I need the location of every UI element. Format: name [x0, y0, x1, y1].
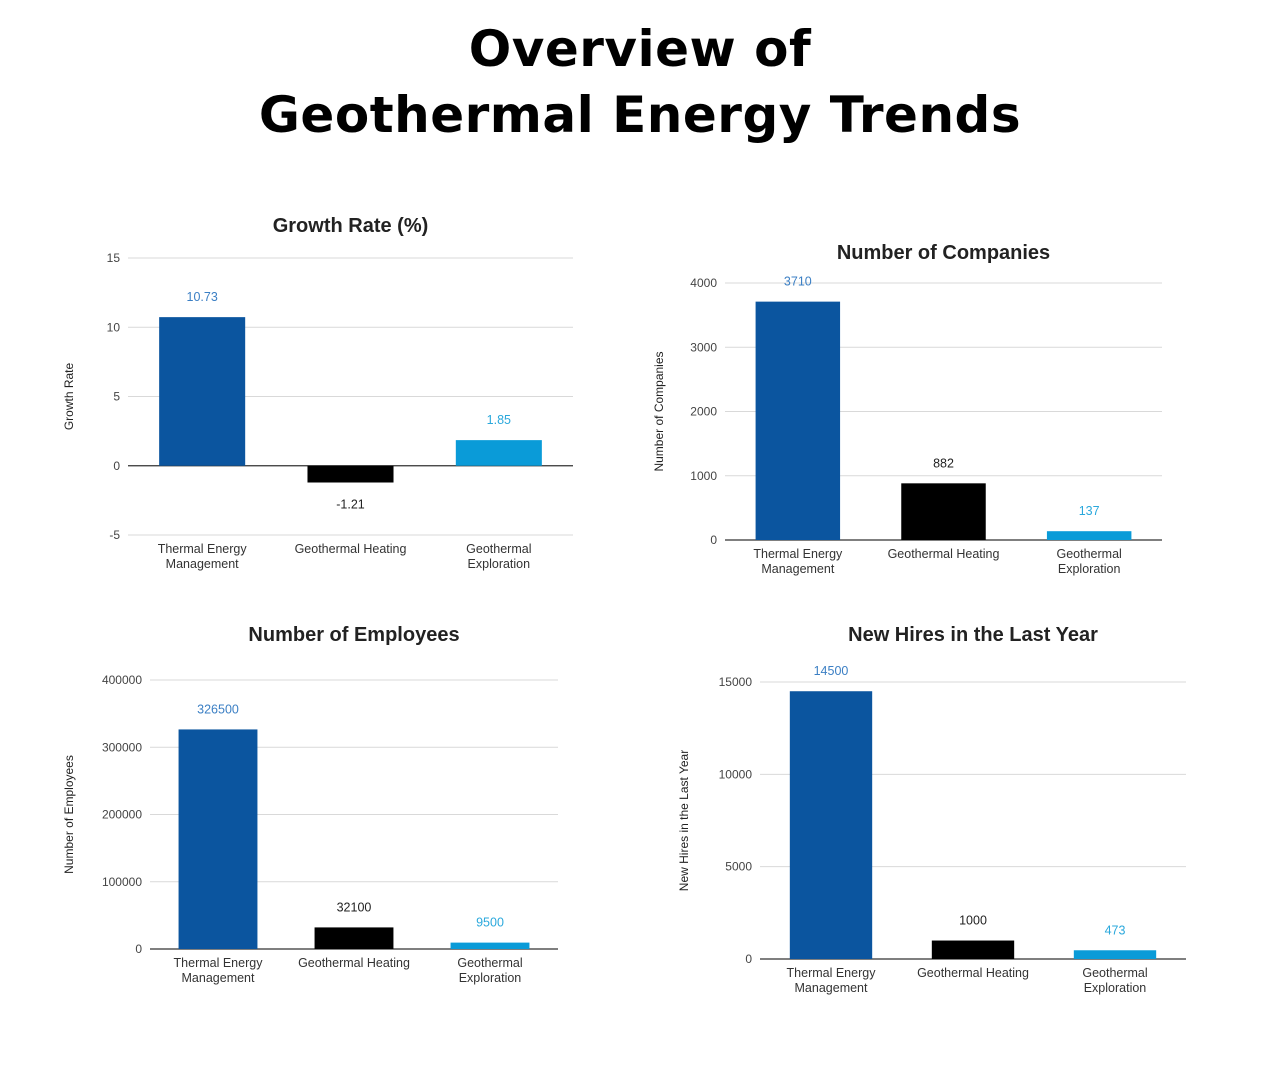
bar-geothermal-exploration	[450, 942, 530, 949]
category-label-thermal-energy-management: Thermal Energy Management	[787, 966, 877, 995]
data-label-geothermal-exploration: 137	[1079, 504, 1100, 518]
data-label-thermal-energy-management: 3710	[784, 275, 812, 289]
y-tick-label: -5	[109, 528, 120, 542]
bar-geothermal-heating	[314, 927, 394, 949]
y-tick-label: 0	[113, 459, 120, 473]
page-title-line-2: Geothermal Energy Trends	[258, 86, 1022, 144]
chart-title: Growth Rate (%)	[273, 215, 429, 237]
y-tick-label: 2000	[690, 405, 717, 419]
bar-geothermal-heating	[901, 483, 986, 540]
y-tick-label: 5000	[725, 860, 752, 874]
bar-thermal-energy-management	[755, 301, 841, 540]
chart-new-hires: New Hires in the Last Year New Hires in t…	[670, 610, 1210, 1010]
y-tick-label: 3000	[690, 340, 717, 354]
chart-title: Number of Employees	[248, 624, 459, 646]
category-label-geothermal-heating: Geothermal Heating	[295, 542, 407, 556]
chart-svg: Number of Employees Number of Employees 0 1…	[62, 624, 558, 985]
y-tick-label: 400000	[102, 673, 142, 687]
category-label-thermal-energy-management: Thermal Energy Management	[158, 542, 248, 571]
bar-thermal-energy-management	[789, 691, 873, 959]
data-label-geothermal-exploration: 1.85	[487, 413, 511, 427]
data-label-geothermal-heating: -1.21	[336, 498, 365, 512]
data-label-geothermal-exploration: 473	[1105, 923, 1126, 937]
y-tick-label: 100000	[102, 875, 142, 889]
y-tick-label: 0	[135, 942, 142, 956]
data-label-geothermal-heating: 32100	[337, 900, 372, 914]
chart-growth-rate: Growth Rate (%) Growth Rate -5 0 5 10 15 10.73 T…	[60, 200, 600, 590]
data-label-thermal-energy-management: 14500	[814, 664, 849, 678]
category-label-thermal-energy-management: Thermal Energy Management	[753, 547, 843, 576]
page-title-line-1: Overview of	[468, 20, 812, 78]
chart-number-of-companies: Number of Companies Number of Companies 0 1…	[650, 228, 1190, 588]
category-label-geothermal-exploration: Geothermal Exploration	[457, 956, 522, 985]
y-tick-label: 10000	[719, 767, 753, 781]
chart-svg: New Hires in the Last Year New Hires in t…	[677, 624, 1186, 995]
y-tick-label: 10	[107, 320, 121, 334]
chart-title: New Hires in the Last Year	[848, 624, 1098, 646]
bar-geothermal-exploration	[455, 440, 542, 466]
y-tick-label: 0	[710, 533, 717, 547]
category-label-geothermal-heating: Geothermal Heating	[298, 956, 410, 970]
category-label-geothermal-heating: Geothermal Heating	[888, 547, 1000, 561]
y-tick-label: 1000	[690, 469, 717, 483]
category-label-geothermal-exploration: Geothermal Exploration	[466, 542, 531, 571]
y-tick-label: 15000	[719, 675, 753, 689]
y-tick-label: 300000	[102, 740, 142, 754]
bar-geothermal-heating	[931, 940, 1015, 959]
y-tick-label: 5	[113, 390, 120, 404]
y-tick-label: 4000	[690, 276, 717, 290]
y-axis-label: Growth Rate	[62, 362, 76, 430]
category-label-geothermal-heating: Geothermal Heating	[917, 966, 1029, 980]
y-tick-label: 200000	[102, 808, 142, 822]
chart-svg: Number of Companies Number of Companies 0 1…	[652, 242, 1162, 576]
y-tick-label: 15	[107, 251, 121, 265]
y-axis-label: Number of Companies	[652, 351, 666, 471]
data-label-geothermal-heating: 1000	[959, 914, 987, 928]
y-axis-label: Number of Employees	[62, 755, 76, 874]
data-label-geothermal-exploration: 9500	[476, 916, 504, 930]
bar-geothermal-exploration	[1073, 950, 1157, 959]
y-axis-label: New Hires in the Last Year	[677, 750, 691, 891]
category-label-geothermal-exploration: Geothermal Exploration	[1057, 547, 1122, 576]
chart-number-of-employees: Number of Employees Number of Employees 0 1…	[60, 610, 600, 1010]
bar-geothermal-heating	[307, 465, 394, 483]
bar-geothermal-exploration	[1046, 531, 1132, 540]
category-label-geothermal-exploration: Geothermal Exploration	[1082, 966, 1147, 995]
data-label-geothermal-heating: 882	[933, 456, 954, 470]
chart-title: Number of Companies	[837, 242, 1050, 264]
data-label-thermal-energy-management: 326500	[197, 702, 239, 716]
page-title: Overview of Geothermal Energy Trends	[0, 16, 1280, 148]
category-label-thermal-energy-management: Thermal Energy Management	[174, 956, 264, 985]
y-tick-label: 0	[745, 952, 752, 966]
data-label-thermal-energy-management: 10.73	[187, 290, 218, 304]
chart-svg: Growth Rate (%) Growth Rate -5 0 5 10 15 10.73 T…	[62, 215, 573, 571]
bar-thermal-energy-management	[159, 317, 246, 466]
bar-thermal-energy-management	[178, 729, 258, 949]
